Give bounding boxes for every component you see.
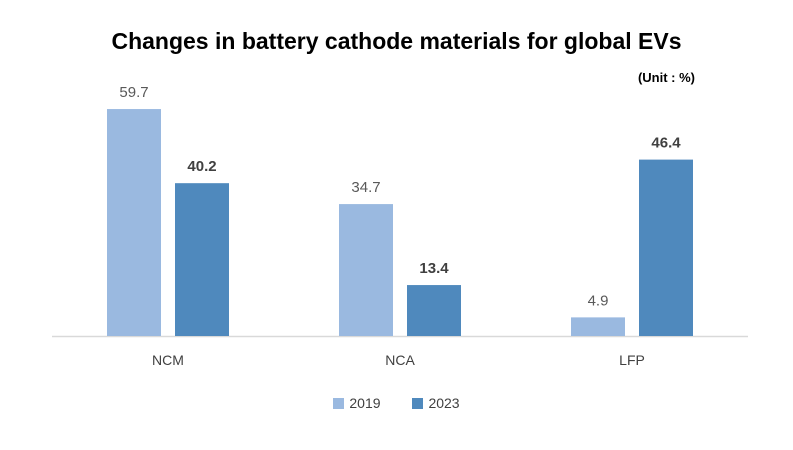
data-label-ncm-2023: 40.2 bbox=[187, 158, 216, 175]
x-tick-label-ncm: NCM bbox=[152, 352, 184, 368]
unit-label: (Unit : %) bbox=[637, 70, 695, 85]
legend-swatch-2023 bbox=[412, 397, 424, 409]
bar-lfp-2019 bbox=[571, 317, 625, 336]
bar-ncm-2019 bbox=[107, 109, 161, 336]
bar-ncm-2023 bbox=[175, 183, 229, 336]
bar-nca-2023 bbox=[407, 285, 461, 336]
data-label-lfp-2019: 4.9 bbox=[588, 292, 609, 309]
data-label-nca-2019: 34.7 bbox=[351, 179, 380, 196]
legend-item-2019: 2019 bbox=[333, 395, 381, 411]
data-label-nca-2023: 13.4 bbox=[419, 260, 449, 277]
legend-label-2019: 2019 bbox=[349, 395, 381, 411]
x-tick-label-nca: NCA bbox=[385, 352, 415, 368]
data-label-ncm-2019: 59.7 bbox=[119, 84, 148, 101]
legend-item-2023: 2023 bbox=[412, 395, 460, 411]
legend-label-2023: 2023 bbox=[428, 395, 460, 411]
legend-swatch-2019 bbox=[333, 397, 345, 409]
bar-nca-2019 bbox=[339, 204, 393, 336]
bar-lfp-2023 bbox=[639, 159, 693, 336]
legend: 2019 2023 bbox=[0, 395, 793, 412]
x-tick-label-lfp: LFP bbox=[619, 352, 645, 368]
data-label-lfp-2023: 46.4 bbox=[651, 135, 681, 152]
chart-title: Changes in battery cathode materials for… bbox=[111, 28, 682, 54]
